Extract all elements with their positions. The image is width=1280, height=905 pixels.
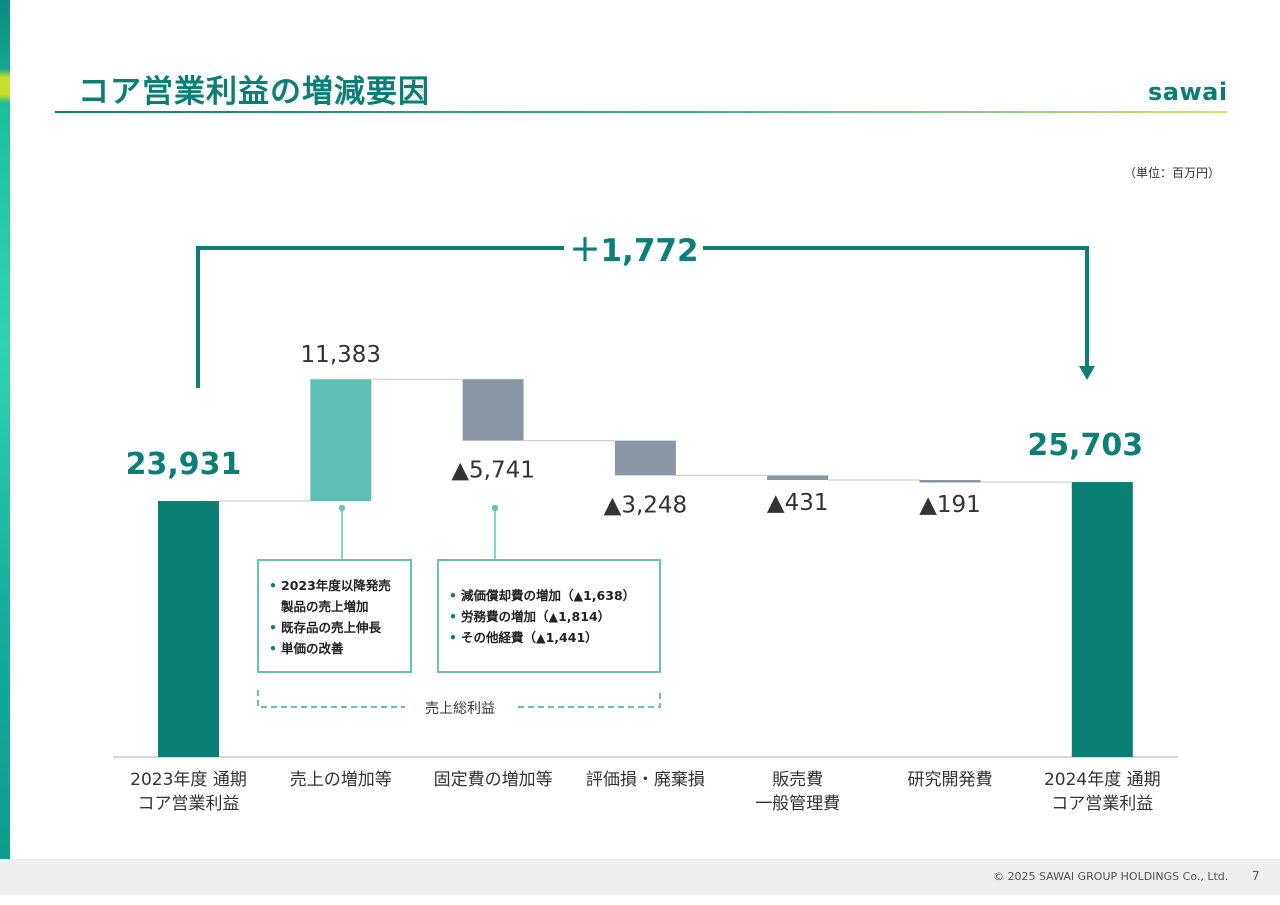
bracket-change-label: ＋1,772 [569, 233, 698, 269]
value-label-3: ▲5,741 [451, 458, 535, 484]
sawai-logo: sawai [1148, 78, 1228, 106]
value-label-6: ▲191 [919, 492, 981, 518]
waterfall-chart: 23,931 11,383 ▲5,741 ▲3,248 ▲431 ▲191 25,703 20… [113, 233, 1178, 814]
note-item: 単価の改善 [267, 638, 404, 659]
category-label-2: 売上の増加等 [290, 770, 392, 790]
value-label-5: ▲431 [767, 490, 829, 516]
note-text: 製品の売上増加 [281, 599, 369, 614]
group-label: 売上総利益 [425, 701, 495, 717]
note-item: 製品の売上増加 [267, 596, 404, 617]
value-label-4: ▲3,248 [604, 492, 688, 518]
category-label-5: 一般管理費 [755, 794, 840, 814]
note-text: 労務費の増加（▲1,814） [461, 609, 611, 624]
title-divider [55, 111, 1227, 113]
value-label-2: 11,383 [301, 342, 381, 368]
category-label-3: 固定費の増加等 [434, 770, 553, 790]
group-bracket-left [257, 690, 405, 708]
waterfall-bar-2 [310, 379, 372, 501]
bracket-left [196, 246, 564, 388]
page-number: 7 [1252, 869, 1260, 883]
value-label-7: 25,703 [1027, 428, 1143, 463]
note-item: その他経費（▲1,441） [447, 627, 653, 648]
slide-title: コア営業利益の増減要因 [78, 74, 430, 110]
unit-label: （単位：百万円） [1124, 166, 1221, 180]
waterfall-bar-5 [767, 475, 829, 481]
group-bracket-right [518, 690, 661, 708]
category-label-6: 研究開発費 [908, 770, 993, 790]
waterfall-bar-6 [919, 480, 981, 483]
waterfall-bar-4 [614, 440, 676, 476]
note-text: 既存品の売上伸長 [281, 620, 382, 635]
note-item: 労務費の増加（▲1,814） [447, 606, 653, 627]
bracket-arrowhead [1079, 366, 1095, 380]
note-item: 減価償却費の増加（▲1,638） [447, 585, 653, 606]
value-label-1: 23,931 [126, 447, 242, 482]
category-label-5: 販売費 [772, 770, 823, 790]
fixed-cost-notes-box: 減価償却費の増加（▲1,638） 労務費の増加（▲1,814） その他経費（▲1… [437, 559, 661, 673]
category-label-7: コア営業利益 [1051, 794, 1153, 814]
category-label-4: 評価損・廃棄損 [586, 770, 705, 790]
sales-notes-box: 2023年度以降発売 製品の売上増加 既存品の売上伸長 単価の改善 [257, 559, 412, 673]
footer-bar [0, 859, 1280, 895]
note-text: 減価償却費の増加（▲1,638） [461, 588, 636, 603]
note-text: 単価の改善 [281, 641, 344, 656]
category-label-7: 2024年度 通期 [1044, 770, 1161, 790]
category-label-1: コア営業利益 [138, 794, 240, 814]
copyright-text: © 2025 SAWAI GROUP HOLDINGS Co., Ltd. [993, 870, 1229, 883]
bracket-right [703, 246, 1089, 368]
waterfall-bar-7 [1071, 482, 1133, 757]
note-text: 2023年度以降発売 [281, 578, 391, 593]
side-accent-strip [0, 0, 10, 860]
note-item: 既存品の売上伸長 [267, 617, 404, 638]
category-label-1: 2023年度 通期 [130, 770, 247, 790]
waterfall-bar-3 [462, 379, 524, 441]
note-item: 2023年度以降発売 [267, 575, 404, 596]
waterfall-bar-1 [158, 501, 219, 757]
note-text: その他経費（▲1,441） [461, 630, 598, 645]
